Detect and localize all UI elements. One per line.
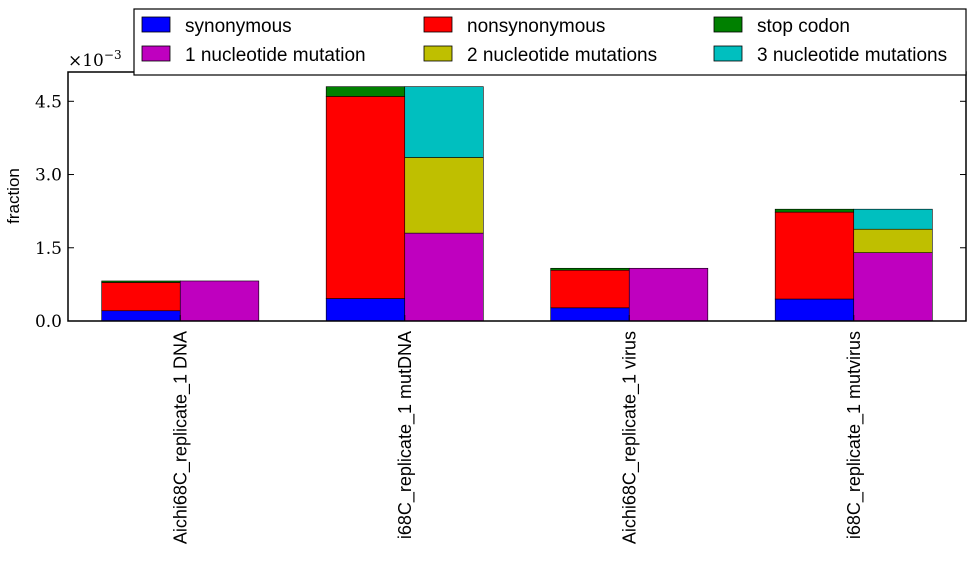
legend-frame bbox=[133, 8, 967, 76]
bar-type-stop-codon-3 bbox=[774, 208, 855, 213]
bars-layer bbox=[101, 86, 933, 322]
legend-swatch bbox=[713, 45, 743, 62]
legend-label: nonsynonymous bbox=[467, 16, 605, 37]
bar-nt-3-nucleotide-mutations-1 bbox=[404, 86, 484, 158]
legend-swatch bbox=[423, 16, 453, 33]
bar-type-nonsynonymous-2 bbox=[550, 269, 630, 309]
legend-label: 3 nucleotide mutations bbox=[757, 45, 947, 66]
legend-swatch bbox=[713, 16, 743, 33]
legend-swatch bbox=[141, 16, 171, 33]
bar-type-synonymous-2 bbox=[550, 307, 630, 322]
bar-nt-3-nucleotide-mutations-3 bbox=[853, 208, 933, 230]
bar-type-nonsynonymous-1 bbox=[325, 96, 406, 299]
legend-swatch bbox=[423, 45, 453, 62]
y-axis: 0.0 1.5 3.0 4.5 bbox=[35, 92, 966, 332]
bar-nt-2-nucleotide-mutations-3 bbox=[853, 228, 933, 253]
x-category-label: Aichi68C_replicate_1 virus bbox=[619, 331, 640, 544]
y-axis-label: fraction bbox=[4, 168, 23, 224]
x-category-label: i68C_replicate_1 mutvirus bbox=[844, 331, 865, 539]
legend: synonymous nonsynonymous stop codon 1 nucle… bbox=[133, 8, 967, 76]
x-category-label: i68C_replicate_1 mutDNA bbox=[395, 331, 416, 539]
x-axis: Aichi68C_replicate_1 DNA i68C_replicate_1… bbox=[170, 315, 865, 544]
bar-type-synonymous-1 bbox=[325, 298, 406, 322]
y-tick-label: 3.0 bbox=[35, 166, 62, 186]
bar-type-nonsynonymous-3 bbox=[774, 211, 855, 300]
legend-label: 1 nucleotide mutation bbox=[185, 45, 366, 66]
bar-nt-2-nucleotide-mutations-1 bbox=[404, 157, 484, 234]
x-category-label: Aichi68C_replicate_1 DNA bbox=[170, 331, 191, 544]
bar-nt-1-nucleotide-mutation-2 bbox=[628, 267, 709, 322]
y-tick-label: 4.5 bbox=[35, 92, 62, 112]
bar-type-synonymous-3 bbox=[774, 298, 855, 322]
bar-type-stop-codon-1 bbox=[325, 86, 406, 97]
legend-label: 2 nucleotide mutations bbox=[467, 45, 657, 66]
bar-nt-1-nucleotide-mutation-0 bbox=[179, 280, 260, 322]
bar-nt-1-nucleotide-mutation-3 bbox=[853, 252, 933, 322]
bar-type-synonymous-0 bbox=[101, 310, 181, 322]
y-tick-label: 0.0 bbox=[35, 312, 62, 332]
legend-label: stop codon bbox=[757, 16, 850, 37]
y-tick-label: 1.5 bbox=[35, 239, 62, 259]
y-scale-multiplier: ×10−3 bbox=[68, 48, 122, 71]
bar-type-nonsynonymous-0 bbox=[101, 282, 181, 312]
bar-type-stop-codon-0 bbox=[101, 280, 181, 283]
legend-label: synonymous bbox=[185, 16, 292, 37]
legend-swatch bbox=[141, 45, 171, 62]
bar-type-stop-codon-2 bbox=[550, 267, 630, 271]
bar-nt-1-nucleotide-mutation-1 bbox=[404, 232, 484, 322]
